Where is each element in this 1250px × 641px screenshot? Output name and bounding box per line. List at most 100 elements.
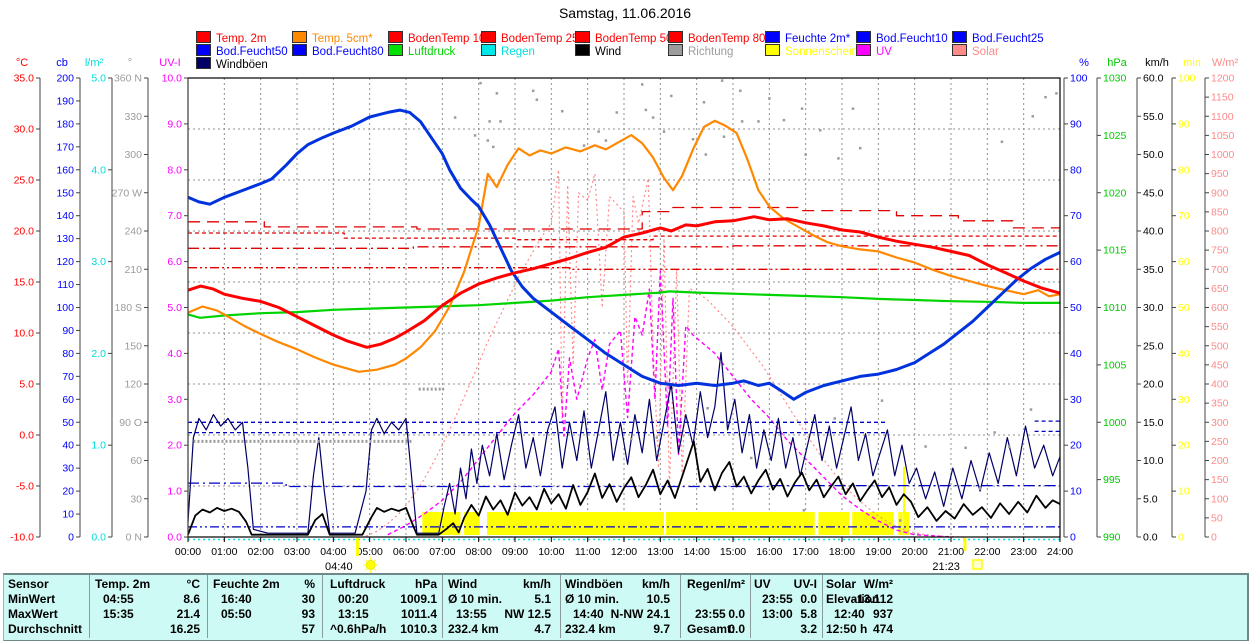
richtung-dot <box>561 109 564 113</box>
x-label: 14:00 <box>684 546 710 558</box>
axis-label: 10.0 <box>14 328 35 340</box>
axis-label: 990 <box>1103 532 1121 544</box>
axis-label: 50.0 <box>1143 149 1164 161</box>
axis-label: 30.0 <box>14 124 35 136</box>
richtung-dot <box>1044 95 1047 99</box>
axis-label: 5.0 <box>1143 493 1158 505</box>
axis-label: 0 <box>1211 532 1217 544</box>
axis-label: 40 <box>62 440 74 452</box>
axis-label: 150 <box>124 340 142 352</box>
series-solar <box>365 169 965 538</box>
sunshine-bar <box>665 512 815 535</box>
richtung-dot <box>704 153 708 156</box>
sunrise-ray <box>374 559 377 562</box>
axis-label: 50 <box>1178 302 1190 314</box>
richtung-dot <box>782 118 786 122</box>
axis-label: 40 <box>1178 348 1190 360</box>
richtung-dot <box>851 107 855 110</box>
sunrise-ray <box>364 559 368 562</box>
x-label: 10:00 <box>538 546 564 558</box>
axis-label: 400 <box>1211 379 1229 391</box>
sunshine-bar <box>464 512 480 535</box>
axis-label: 2.0 <box>167 440 182 452</box>
x-label: 09:00 <box>502 546 528 558</box>
axis-label: 1050 <box>1211 130 1235 142</box>
axis-label: 5.0 <box>19 379 34 391</box>
richtung-dot <box>924 445 927 448</box>
axis-label: 5.0 <box>91 73 106 85</box>
series-bodentemp-25 <box>188 232 1060 241</box>
richtung-dot <box>964 446 967 450</box>
richtung-dot <box>473 134 477 137</box>
axis-label: 20.0 <box>1143 379 1164 391</box>
axis-label: 90 <box>1178 118 1190 130</box>
axis-label: 60 <box>62 394 74 406</box>
axis-label: 25.0 <box>14 175 35 187</box>
axis-label: 20.0 <box>14 226 35 238</box>
axis-label: 190 <box>56 95 74 107</box>
richtung-dot <box>978 487 982 490</box>
axis-label: 900 <box>1211 187 1229 199</box>
axis-label: 500 <box>1211 340 1229 352</box>
axis-label: 35.0 <box>1143 264 1164 276</box>
richtung-dot <box>492 145 495 149</box>
axis-header-kmh: km/h <box>1145 57 1169 69</box>
series-bodentemp-50 <box>188 245 1060 249</box>
axis-label: 50 <box>62 417 74 429</box>
richtung-dot <box>1000 140 1004 144</box>
richtung-dot <box>486 139 490 142</box>
axis-label: 700 <box>1211 264 1229 276</box>
axis-label: 950 <box>1211 168 1229 180</box>
x-label: 16:00 <box>756 546 782 558</box>
axis-label: 330 <box>124 111 142 123</box>
axis-label: 7.0 <box>167 210 182 222</box>
axis-label: 10 <box>1070 486 1082 498</box>
sunshine-tall-bar <box>903 467 906 535</box>
axis-label: 300 <box>1211 417 1229 429</box>
axis-label: -5.0 <box>16 481 34 493</box>
axis-label: 360 N <box>114 73 142 85</box>
richtung-dot <box>740 120 744 123</box>
series-bod-feucht50 <box>188 482 1060 488</box>
axis-label: 850 <box>1211 206 1229 218</box>
axis-label: 1010 <box>1103 302 1127 314</box>
axis-label: 650 <box>1211 283 1229 295</box>
axis-label: 1015 <box>1103 245 1127 257</box>
x-label: 04:00 <box>320 546 346 558</box>
richtung-dot <box>644 108 648 112</box>
axis-label: 1200 <box>1211 73 1235 85</box>
axis-label: 40.0 <box>1143 226 1164 238</box>
axis-label: 100 <box>1211 493 1229 505</box>
page-title: Samstag, 11.06.2016 <box>558 5 692 21</box>
richtung-dot <box>880 399 884 402</box>
richtung-dot <box>768 97 771 100</box>
richtung-dot <box>739 89 742 93</box>
richtung-dot <box>802 509 806 512</box>
axis-label: 100 <box>56 302 74 314</box>
x-label: 06:00 <box>393 546 419 558</box>
axis-header-deg: ° <box>128 57 132 69</box>
axis-label: 600 <box>1211 302 1229 314</box>
axis-label: 90 <box>1070 118 1082 130</box>
richtung-dot <box>1055 92 1058 95</box>
richtung-dot <box>651 116 655 119</box>
axis-label: 70 <box>1178 210 1190 222</box>
axis-label: 90 O <box>119 417 142 429</box>
axis-label: 550 <box>1211 321 1229 333</box>
axis-label: 300 <box>124 149 142 161</box>
richtung-dot <box>640 83 644 86</box>
axis-label: 450 <box>1211 359 1229 371</box>
axis-label: 1030 <box>1103 73 1127 85</box>
richtung-dot <box>720 79 724 82</box>
axis-label: 120 <box>124 379 142 391</box>
axis-label: 4.0 <box>91 164 106 176</box>
richtung-dot <box>1031 115 1035 118</box>
richtung-dot <box>499 120 502 123</box>
axis-label: 80 <box>1070 164 1082 176</box>
richtung-dot <box>837 157 840 160</box>
axis-label: 160 <box>56 164 74 176</box>
axis-header-hpa: hPa <box>1107 57 1127 69</box>
richtung-dot <box>604 139 608 142</box>
axis-label: 100 <box>1070 73 1088 85</box>
axis-label: 90 <box>62 325 74 337</box>
